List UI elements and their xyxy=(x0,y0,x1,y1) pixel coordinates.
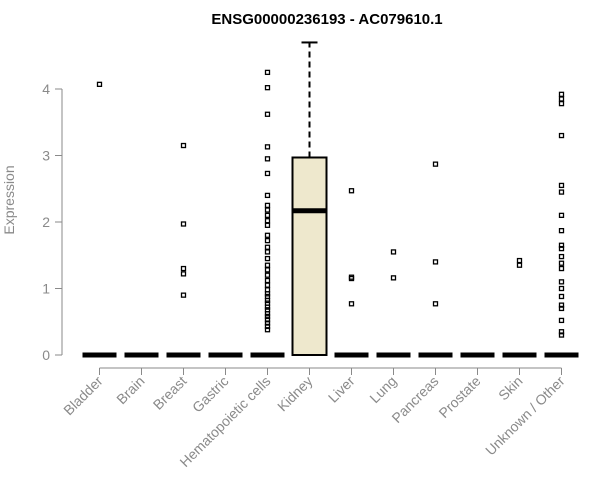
outlier-point xyxy=(264,222,271,228)
outlier-point xyxy=(558,317,565,324)
outlier-point xyxy=(264,202,271,209)
outlier-point xyxy=(558,245,565,252)
x-tick-label: Pancreas xyxy=(388,373,441,426)
outlier-point xyxy=(264,111,271,117)
box-liver xyxy=(334,188,369,358)
outlier-point xyxy=(264,311,271,317)
outlier-point xyxy=(264,313,271,320)
outlier-point xyxy=(558,305,565,312)
outlier-point xyxy=(180,292,187,298)
outlier-point xyxy=(264,304,271,310)
outlier-point xyxy=(516,262,523,268)
box-breast xyxy=(166,142,201,358)
outlier-point xyxy=(264,237,271,244)
y-tick-label: 1 xyxy=(42,281,50,297)
outlier-point xyxy=(558,182,565,189)
outlier-point xyxy=(348,301,355,307)
box-skin xyxy=(502,257,537,358)
outlier-point xyxy=(264,170,271,177)
outlier-point xyxy=(264,323,271,330)
x-tick-label: Bladder xyxy=(60,373,106,419)
box-iqr xyxy=(291,156,328,356)
outlier-point xyxy=(558,100,565,107)
box-lung xyxy=(376,249,411,358)
outlier-point xyxy=(180,271,187,277)
y-tick-label: 0 xyxy=(42,347,50,363)
x-tick-label: Breast xyxy=(150,373,190,413)
x-tick-label: Skin xyxy=(495,373,526,404)
outlier-point xyxy=(558,132,565,139)
outlier-point xyxy=(558,227,565,234)
chart-title: ENSG00000236193 - AC079610.1 xyxy=(211,11,442,28)
outlier-point xyxy=(432,161,439,167)
box-hematopoietic-cells xyxy=(250,69,285,358)
x-tick-label: Prostate xyxy=(435,373,483,421)
x-tick-label: Lung xyxy=(366,373,399,406)
x-tick-label: Unknown / Other xyxy=(482,373,568,459)
outlier-point xyxy=(558,293,565,300)
outlier-point xyxy=(558,332,565,338)
y-axis-label: Expression xyxy=(1,165,17,234)
outlier-point xyxy=(558,91,565,97)
outlier-point xyxy=(264,320,271,326)
outlier-point xyxy=(264,297,271,304)
outlier-point xyxy=(264,282,271,288)
x-tick-label: Liver xyxy=(325,373,358,406)
outlier-point xyxy=(558,189,565,195)
outlier-point xyxy=(264,272,271,278)
x-tick-label: Kidney xyxy=(274,373,316,415)
outlier-point xyxy=(558,302,565,308)
outlier-point xyxy=(558,242,565,248)
outlier-point xyxy=(264,218,271,224)
x-tick-label: Brain xyxy=(113,373,147,407)
y-tick-label: 4 xyxy=(42,81,50,97)
outlier-point xyxy=(348,188,355,194)
outlier-point xyxy=(264,192,271,199)
outlier-point xyxy=(264,267,271,273)
outlier-point xyxy=(432,301,439,307)
outlier-point xyxy=(558,265,565,272)
outlier-point xyxy=(390,249,397,255)
outlier-point xyxy=(264,277,271,284)
outlier-point xyxy=(180,265,187,272)
outlier-point xyxy=(348,275,355,282)
outlier-point xyxy=(264,327,271,333)
outlier-point xyxy=(264,144,271,150)
outlier-point xyxy=(264,156,271,162)
plot-area xyxy=(82,41,579,358)
box-unknown-other xyxy=(544,91,579,358)
y-axis: 0 1 2 3 4 xyxy=(42,81,63,363)
outlier-point xyxy=(558,96,565,102)
outlier-point xyxy=(264,249,271,255)
outlier-point xyxy=(264,232,271,238)
y-tick-label: 2 xyxy=(42,214,50,230)
outlier-point xyxy=(390,275,397,281)
outlier-point xyxy=(264,244,271,250)
y-tick-label: 3 xyxy=(42,148,50,164)
outlier-point xyxy=(180,142,187,149)
outlier-point xyxy=(264,262,271,268)
outlier-point xyxy=(516,257,523,264)
outlier-point xyxy=(264,317,271,323)
outlier-point xyxy=(558,285,565,292)
outlier-point xyxy=(264,291,271,297)
outlier-point xyxy=(558,253,565,260)
outlier-point xyxy=(558,279,565,285)
outlier-point xyxy=(264,69,271,76)
outlier-point xyxy=(180,221,187,227)
box-kidney xyxy=(291,41,328,356)
outlier-point xyxy=(264,85,271,91)
outlier-point xyxy=(264,207,271,213)
box-bladder xyxy=(82,81,117,358)
outlier-point xyxy=(432,259,439,265)
box-pancreas xyxy=(418,161,453,358)
outlier-point xyxy=(558,260,565,266)
outlier-point xyxy=(264,212,271,219)
outlier-point xyxy=(264,255,271,262)
outlier-point xyxy=(96,81,103,87)
outlier-point xyxy=(558,329,565,335)
outlier-point xyxy=(558,212,565,219)
